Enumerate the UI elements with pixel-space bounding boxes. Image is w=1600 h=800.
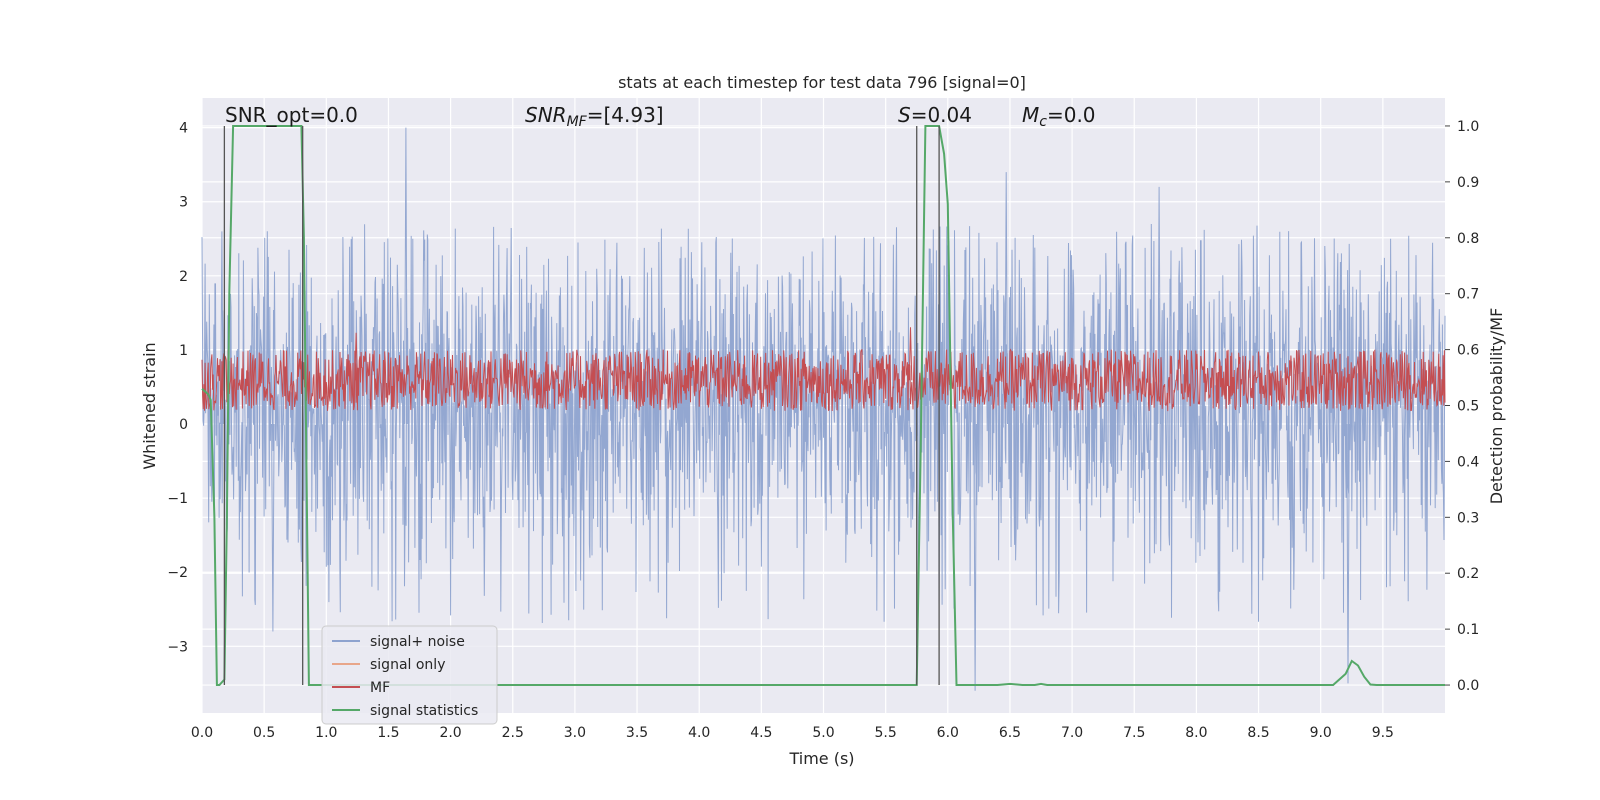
y-left-tick-label: −3 <box>167 639 188 655</box>
y-left-tick-label: 3 <box>179 195 188 211</box>
s-symbol: S <box>898 103 911 127</box>
s-value: =0.04 <box>911 103 972 127</box>
x-tick-label: 2.0 <box>439 725 461 741</box>
y-right-tick-label: 0.2 <box>1457 566 1479 582</box>
legend-label: signal+ noise <box>370 634 465 650</box>
y-right-tick-label: 0.4 <box>1457 454 1479 470</box>
mc-subscript: c <box>1039 114 1047 130</box>
y-axis-right-label: Detection probability/MF <box>1487 308 1506 505</box>
y-right-tick-label: 0.7 <box>1457 287 1479 303</box>
y-right-tick-label: 0.6 <box>1457 343 1479 359</box>
x-tick-label: 5.0 <box>812 725 834 741</box>
y-left-tick-label: 0 <box>179 417 188 433</box>
mc-value: =0.0 <box>1047 103 1096 127</box>
snr-mf-subscript: MF <box>567 114 588 130</box>
x-tick-label: 3.5 <box>626 725 648 741</box>
snr-mf-annotation: SNRMF=[4.93] <box>525 103 664 130</box>
y-right-tick-label: 0.3 <box>1457 510 1479 526</box>
y-left-tick-label: 2 <box>179 269 188 285</box>
legend-label: signal only <box>370 657 445 673</box>
x-axis-label: Time (s) <box>788 749 854 768</box>
y-right-tick-label: 0.0 <box>1457 678 1479 694</box>
series-mf <box>201 327 1446 412</box>
x-tick-label: 1.0 <box>315 725 337 741</box>
y-axis-left-label: Whitened strain <box>140 342 159 469</box>
legend-label: MF <box>370 680 390 696</box>
x-tick-label: 9.0 <box>1310 725 1332 741</box>
x-tick-label: 7.5 <box>1123 725 1145 741</box>
x-tick-label: 1.5 <box>377 725 399 741</box>
legend-box <box>321 625 498 725</box>
annotations: SNR_opt=0.0 SNRMF=[4.93] S=0.04 Mc=0.0 <box>225 103 1096 130</box>
x-tick-label: 4.5 <box>750 725 772 741</box>
y-left-tick-label: 4 <box>179 121 188 137</box>
x-tick-label: 0.5 <box>253 725 275 741</box>
x-tick-label: 6.0 <box>937 725 959 741</box>
snr-mf-symbol: SNR <box>525 103 567 127</box>
x-tick-label: 9.5 <box>1372 725 1394 741</box>
mc-annotation: Mc=0.0 <box>1022 103 1096 130</box>
x-tick-label: 7.0 <box>1061 725 1083 741</box>
x-tick-label: 8.5 <box>1247 725 1269 741</box>
legend-label: signal statistics <box>370 703 478 719</box>
y-right-tick-label: 0.5 <box>1457 399 1479 415</box>
x-tick-label: 0.0 <box>191 725 213 741</box>
snr-mf-value: =[4.93] <box>587 103 664 127</box>
snr-opt-annotation: SNR_opt=0.0 <box>225 103 358 127</box>
y-right-tick-label: 0.8 <box>1457 231 1479 247</box>
chart-title: stats at each timestep for test data 796… <box>618 73 1026 92</box>
legend: signal+ noise signal only MF signal statist… <box>321 625 498 725</box>
s-annotation: S=0.04 <box>898 103 972 127</box>
y-left-tick-label: −2 <box>167 565 188 581</box>
y-left-tick-label: 1 <box>179 343 188 359</box>
x-tick-label: 2.5 <box>502 725 524 741</box>
series-signal-noise <box>201 127 1446 691</box>
y-right-tick-label: 1.0 <box>1457 119 1479 135</box>
mc-symbol: M <box>1022 103 1039 127</box>
y-right-tick-label: 0.9 <box>1457 175 1479 191</box>
y-left-tick-label: −1 <box>167 491 188 507</box>
vertical-markers <box>223 125 940 686</box>
x-tick-label: 8.0 <box>1185 725 1207 741</box>
x-tick-label: 4.0 <box>688 725 710 741</box>
tick-labels: 0.0 0.5 1.0 1.5 2.0 2.5 3.0 3.5 4.0 4.5 5.0 5.5 6.0 6… <box>167 119 1479 741</box>
x-tick-label: 3.0 <box>564 725 586 741</box>
x-tick-label: 6.5 <box>999 725 1021 741</box>
y-right-tick-label: 0.1 <box>1457 622 1479 638</box>
x-tick-label: 5.5 <box>875 725 897 741</box>
